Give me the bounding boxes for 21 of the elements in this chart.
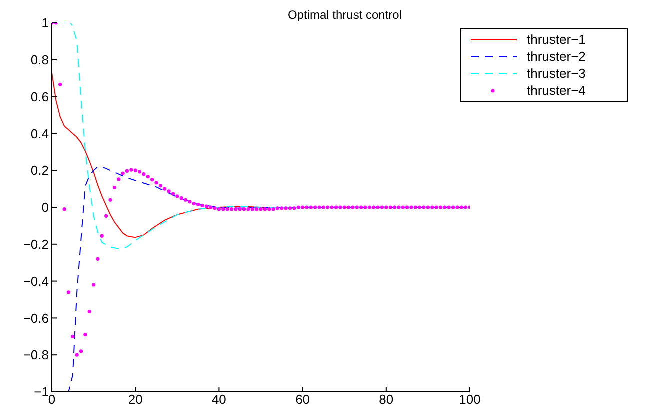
x-tick-label: 40: [212, 392, 226, 408]
legend-label: thruster−1: [527, 32, 586, 47]
y-tick-label: −0.8: [23, 348, 49, 363]
y-tick-label: 0.6: [30, 89, 49, 104]
x-tick-label: 60: [296, 392, 310, 408]
legend-label: thruster−3: [527, 66, 586, 81]
chart-title: Optimal thrust control: [286, 8, 404, 22]
x-tick-label: 100: [459, 392, 481, 408]
x-tick-label: 80: [379, 392, 394, 408]
y-tick-label: −1: [34, 384, 49, 400]
y-tick-label: 0.2: [30, 163, 49, 178]
y-tick-label: 0.4: [30, 126, 49, 142]
text: thruster−4: [527, 83, 586, 98]
y-tick-label: −0.6: [23, 310, 49, 326]
y-tick-label: −0.4: [23, 274, 49, 289]
y-tick-label: −0.2: [23, 237, 49, 252]
y-tick-label: 0.8: [30, 52, 49, 68]
y-tick-label: 0: [42, 200, 49, 216]
legend-label: thruster−2: [527, 49, 586, 64]
y-tick-label: 1: [42, 16, 49, 31]
x-tick-label: 20: [128, 392, 143, 408]
